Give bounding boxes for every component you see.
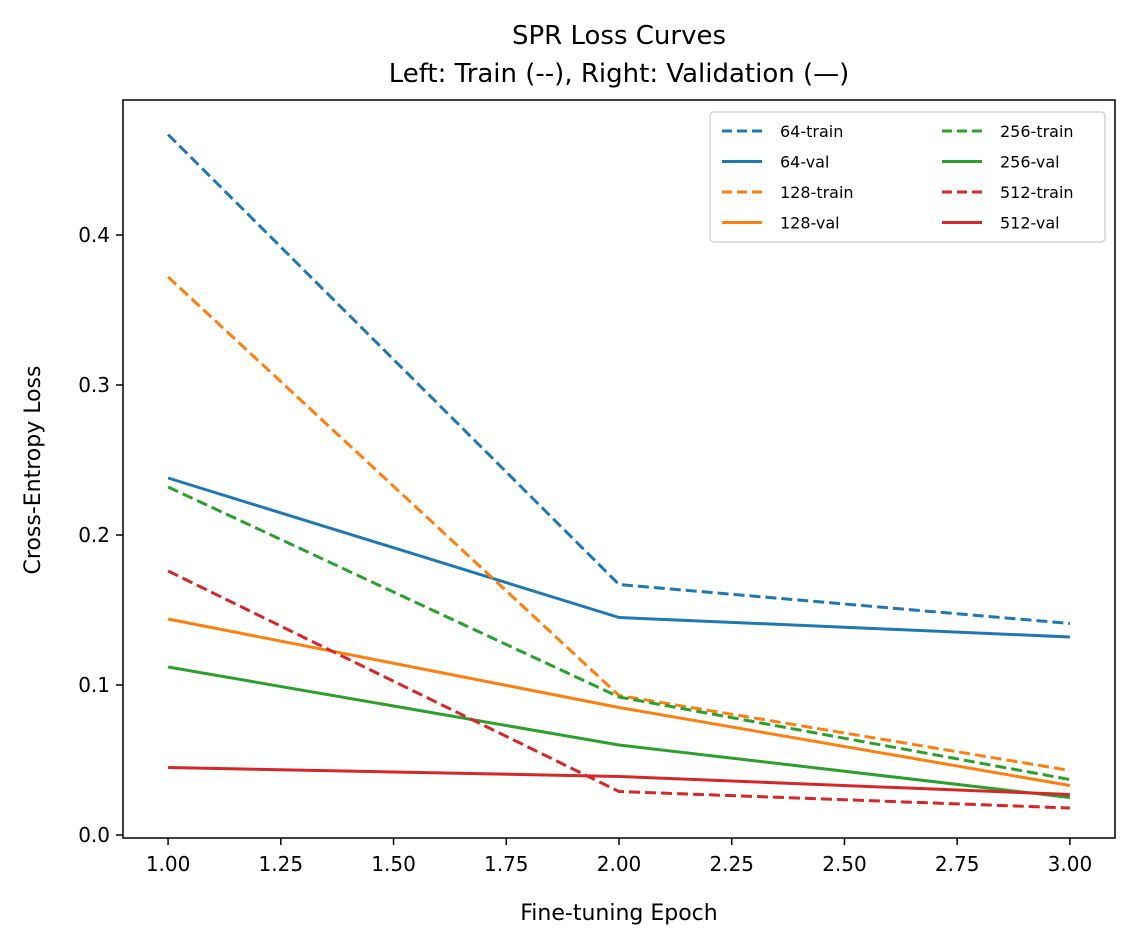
legend-label-512-train: 512-train: [1000, 183, 1074, 202]
x-tick-label: 2.75: [935, 852, 980, 876]
y-tick-label: 0.4: [78, 223, 110, 247]
series-line-512-val: [168, 766, 1070, 796]
series-line-256-val: [167, 665, 1071, 799]
y-tick-label: 0.2: [78, 523, 110, 547]
chart-title: SPR Loss Curves: [512, 21, 726, 51]
legend-label-256-val: 256-val: [1000, 153, 1060, 172]
x-tick-label: 1.00: [146, 852, 191, 876]
legend-label-256-train: 256-train: [1000, 122, 1074, 141]
legend-label-64-train: 64-train: [780, 122, 843, 141]
series-line-256-train: [167, 485, 1071, 781]
legend-label-64-val: 64-val: [780, 153, 829, 172]
series-line-128-val: [167, 617, 1071, 787]
x-tick-label: 2.25: [709, 852, 754, 876]
x-tick-label: 1.25: [259, 852, 304, 876]
y-tick-label: 0.3: [78, 373, 110, 397]
x-tick-label: 1.50: [371, 852, 416, 876]
series-line-64-train: [167, 133, 1071, 625]
series-line-512-train: [167, 569, 1070, 810]
legend-label-128-train: 128-train: [780, 183, 854, 202]
legend-label-128-val: 128-val: [780, 214, 840, 233]
plot-area: 1.00 1.25 1.50 1.75 2.00 2.25 2.50 2.75 3.00 0.0 0…: [78, 99, 1116, 876]
x-tick-label: 2.00: [597, 852, 642, 876]
series-line-64-val: [167, 476, 1070, 639]
y-tick-label: 0.0: [78, 823, 110, 847]
y-tick-label: 0.1: [78, 673, 110, 697]
y-axis-label: Cross-Entropy Loss: [21, 366, 46, 575]
x-tick-label: 3.00: [1048, 852, 1093, 876]
chart-subtitle: Left: Train (--), Right: Validation (—): [389, 59, 850, 89]
legend: 64-train 64-val 128-train 128-val 256-train 2…: [709, 111, 1106, 243]
x-tick-label: 2.50: [822, 852, 867, 876]
x-tick-label: 1.75: [484, 852, 529, 876]
legend-box: [709, 111, 1106, 243]
legend-label-512-val: 512-val: [1000, 214, 1060, 233]
x-axis-label: Fine-tuning Epoch: [520, 901, 717, 926]
